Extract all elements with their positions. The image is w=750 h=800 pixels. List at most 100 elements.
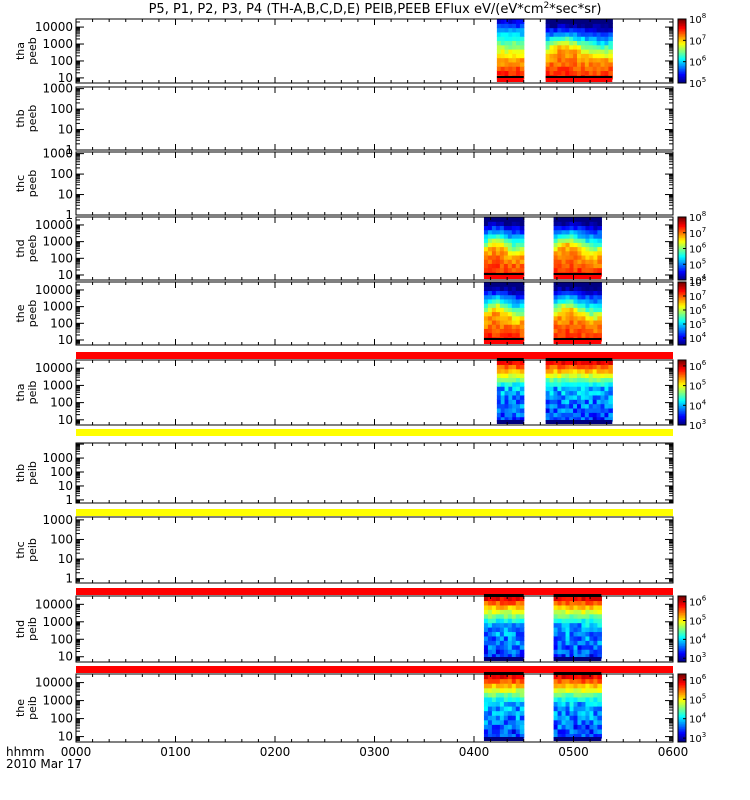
spectrogram-cell <box>495 254 501 260</box>
spectrogram-cell <box>585 600 591 606</box>
spectrogram-cell <box>557 635 563 641</box>
spectrogram-cell <box>565 674 571 680</box>
spectrogram-cell <box>565 31 570 37</box>
spectrogram-cell <box>580 19 586 24</box>
spectrogram-cell <box>503 635 509 641</box>
spectrogram-cell <box>557 40 562 46</box>
spectrogram-cell <box>581 609 587 615</box>
y-axis-label: thbpeib <box>14 461 39 485</box>
spectrogram-cell <box>503 286 509 292</box>
spectrogram-cell <box>519 719 525 725</box>
colorbar-cell <box>678 343 686 346</box>
spectrogram-cell <box>588 19 594 24</box>
spectrogram-cell <box>491 644 497 650</box>
spectrogram-cell <box>499 609 505 615</box>
spectrogram-cell <box>507 242 513 248</box>
spectrogram-cell <box>585 290 591 296</box>
spectrogram-cell <box>519 728 525 735</box>
colorbar-frame <box>677 18 687 84</box>
spectrogram-cell <box>581 324 587 329</box>
spectrogram-cell <box>593 706 598 712</box>
spectrogram-cell <box>519 622 525 628</box>
spectrogram-cell <box>581 267 587 273</box>
spectrogram-cell <box>553 324 559 329</box>
spectrogram-cell <box>500 373 506 379</box>
spectrogram-cell <box>561 229 567 235</box>
spectrogram-cell <box>557 399 562 405</box>
spectrogram-cell <box>503 678 509 684</box>
spectrogram-cell <box>589 286 594 292</box>
spectrogram-cell <box>553 381 558 387</box>
colorbar-cell <box>678 645 686 648</box>
spectrogram-cell <box>553 246 559 252</box>
spectrogram-cell <box>581 294 587 300</box>
colorbar-cell <box>678 701 686 704</box>
spectrogram-cell <box>512 40 517 46</box>
spectrogram-cell <box>573 706 579 712</box>
spectrogram-cell <box>507 263 513 269</box>
spectrogram-cell <box>561 381 566 387</box>
spectrogram-cell <box>549 377 555 383</box>
colorbar-cell <box>678 289 686 292</box>
colorbar-cell <box>678 403 686 407</box>
spectrogram-cell <box>508 412 513 418</box>
spectrogram-cell <box>499 710 505 716</box>
spectrogram-cell <box>573 399 578 405</box>
spectrogram-cell <box>515 311 521 317</box>
spectrogram-cell <box>519 377 525 383</box>
spectrogram-cell <box>496 70 502 76</box>
spectrogram-cell <box>483 640 489 646</box>
spectrogram-cell <box>511 604 517 610</box>
spectrogram-cell <box>600 390 606 396</box>
spectrogram-cell <box>597 715 602 721</box>
spectrogram-cell <box>495 332 501 338</box>
spectrogram-cell <box>519 311 525 317</box>
spectrogram-cell <box>487 618 493 624</box>
colorbar-cell <box>678 338 686 341</box>
spectrogram-cell <box>589 728 594 735</box>
y-axis-label: thapeib <box>14 381 39 405</box>
spectrogram-cell <box>495 609 501 615</box>
spectrogram-cell <box>569 635 575 641</box>
spectrogram-cell <box>584 399 590 405</box>
colorbar-cell <box>678 711 686 714</box>
spectrogram-cell <box>573 390 578 396</box>
spectrogram-cell <box>561 622 567 628</box>
spectrogram-cell <box>519 368 525 374</box>
colorbar-label: 106 <box>689 55 707 69</box>
spectrogram-cell <box>507 324 513 329</box>
spectrogram-cell <box>573 687 579 693</box>
spectrogram-cell <box>557 242 563 248</box>
spectrogram-cell <box>557 229 563 235</box>
spectrogram-cell <box>512 66 517 72</box>
colorbar-cell <box>678 685 686 689</box>
colorbar-cell <box>678 235 686 238</box>
spectrogram-cell <box>589 678 594 684</box>
spectrogram-cell <box>508 57 513 63</box>
spectrogram-cell <box>557 282 563 287</box>
spectrogram-cell <box>585 653 591 659</box>
spectrogram-cell <box>487 644 493 650</box>
spectrogram-cell <box>577 23 582 29</box>
spectrogram-cell <box>589 674 594 680</box>
colorbar-cell <box>678 627 686 630</box>
spectrogram-cell <box>504 394 509 400</box>
spectrogram-cell <box>496 394 502 400</box>
spectrogram-cell <box>511 332 517 338</box>
spectrogram-cell <box>577 733 583 739</box>
spectrogram-cell <box>507 596 513 602</box>
spectrogram-cell <box>515 229 521 235</box>
spectrogram-cell <box>553 57 558 63</box>
spectrogram-cell <box>545 373 551 379</box>
spectrogram-cell <box>504 364 509 370</box>
spectrogram-cell <box>495 696 501 703</box>
spectrogram-cell <box>511 286 517 292</box>
spectrogram-cell <box>565 57 570 63</box>
spectrogram-cell <box>553 36 558 42</box>
spectrogram-cell <box>499 627 505 633</box>
spectrogram-cell <box>593 618 598 624</box>
spectrogram-cell <box>487 221 493 227</box>
spectrogram-cell <box>491 627 497 633</box>
spectrogram-cell <box>515 613 521 619</box>
